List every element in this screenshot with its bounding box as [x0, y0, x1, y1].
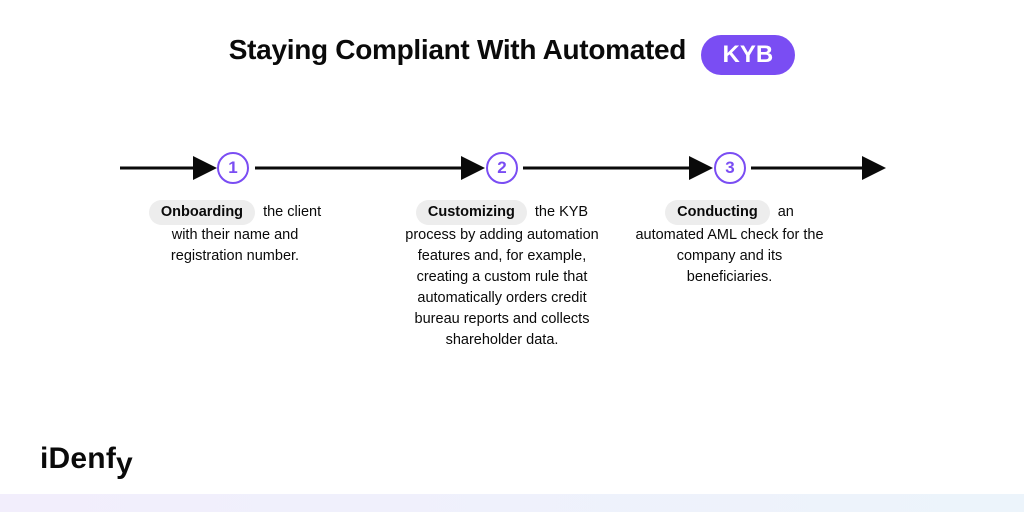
logo-rest: Denfy: [49, 442, 133, 475]
step-number: 1: [228, 158, 237, 178]
step-lead: Onboarding: [149, 200, 255, 225]
step-circle-2: 2: [486, 152, 518, 184]
brand-logo: iDenfy: [40, 442, 133, 476]
step-text-3: Conducting an automated AML check for th…: [632, 200, 827, 288]
step-body: the KYB process by adding automation fea…: [405, 204, 598, 348]
logo-i: i: [40, 442, 49, 475]
step-number: 3: [725, 158, 734, 178]
page-title: Staying Compliant With Automated: [229, 34, 686, 65]
step-text-2: Customizing the KYB process by adding au…: [402, 200, 602, 351]
infographic-canvas: Staying Compliant With Automated KYB 1 2…: [0, 0, 1024, 512]
step-number: 2: [497, 158, 506, 178]
title-block: Staying Compliant With Automated KYB: [0, 34, 1024, 75]
step-circle-1: 1: [217, 152, 249, 184]
step-lead: Conducting: [665, 200, 770, 225]
step-text-1: Onboarding the client with their name an…: [145, 200, 325, 267]
step-circle-3: 3: [714, 152, 746, 184]
step-lead: Customizing: [416, 200, 527, 225]
decorative-band: [0, 494, 1024, 512]
title-badge: KYB: [701, 35, 796, 75]
